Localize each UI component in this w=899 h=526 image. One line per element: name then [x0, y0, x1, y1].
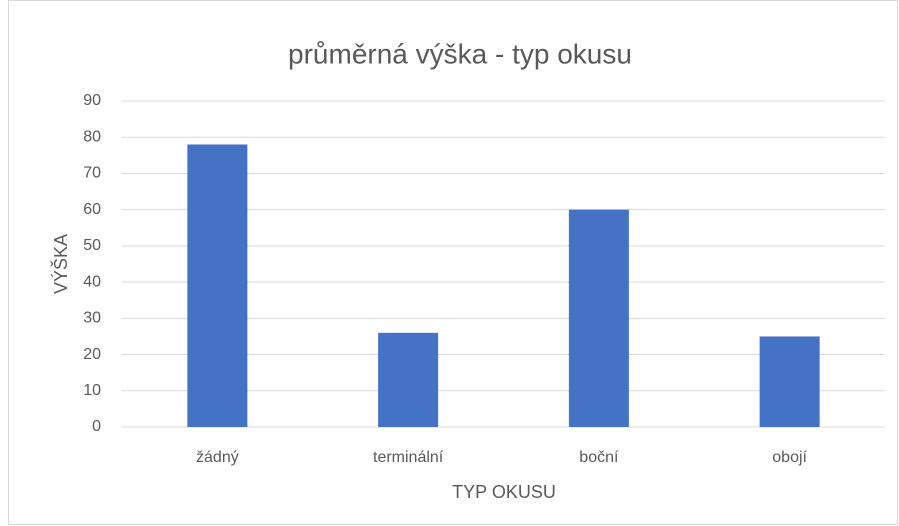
- y-tick-label: 30: [83, 310, 101, 327]
- bar: [187, 144, 248, 427]
- y-tick-label: 80: [83, 128, 101, 145]
- y-tick-label: 0: [92, 418, 101, 435]
- x-tick-label: obojí: [772, 449, 807, 466]
- y-tick-label: 20: [83, 346, 101, 363]
- y-tick-label: 60: [83, 201, 101, 218]
- x-axis-title: TYP OKUSU: [452, 482, 556, 502]
- y-tick-label: 90: [83, 92, 101, 109]
- y-tick-label: 40: [83, 273, 101, 290]
- y-tick-label: 50: [83, 237, 101, 254]
- x-tick-label: boční: [579, 449, 619, 466]
- bar: [378, 332, 439, 427]
- y-tick-label: 10: [83, 382, 101, 399]
- x-tick-label: žádný: [196, 449, 239, 466]
- y-tick-label: 70: [83, 165, 101, 182]
- chart-border: [8, 0, 898, 525]
- bar: [759, 336, 820, 427]
- chart-title: průměrná výška - typ okusu: [288, 38, 632, 69]
- y-axis-title: VÝŠKA: [50, 234, 71, 294]
- x-tick-label: terminální: [373, 449, 444, 466]
- bar: [568, 209, 629, 427]
